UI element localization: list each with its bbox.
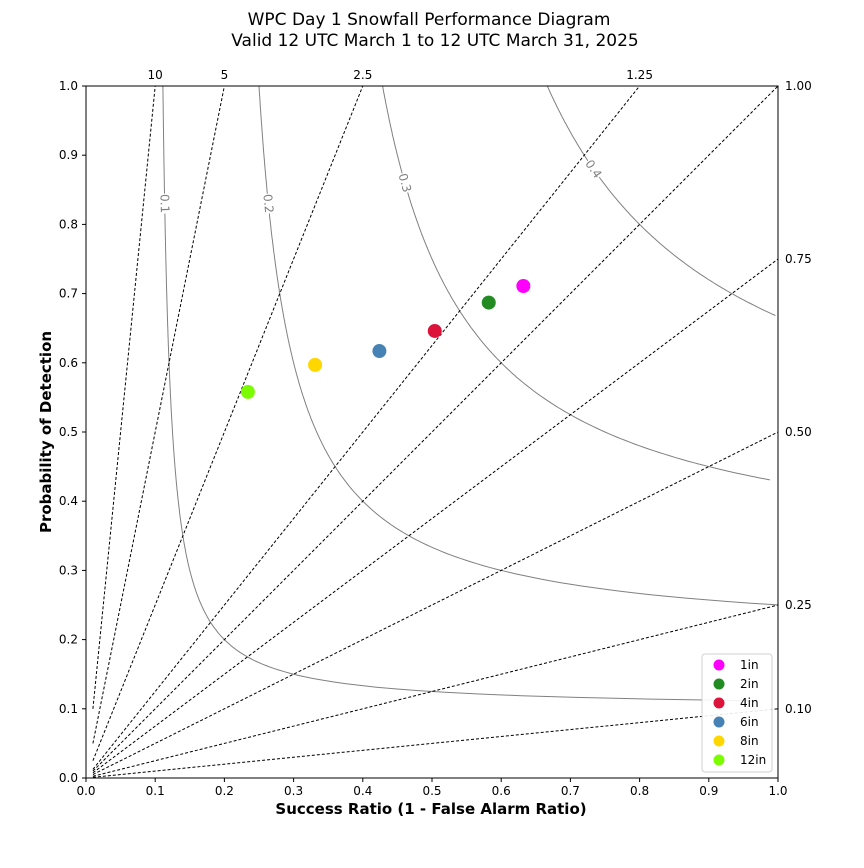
bias-line-0.25: [92, 604, 779, 777]
legend: 1in 2in 4in 6in 8in 12in: [701, 653, 773, 773]
legend-label-2in: 2in: [740, 677, 759, 691]
y-tick-label: 0.6: [59, 356, 78, 370]
x-tick-label: 0.8: [630, 784, 649, 798]
x-tick-label: 1.0: [768, 784, 787, 798]
y-tick-label: 0.9: [59, 148, 78, 162]
bias-line-1.00: [92, 85, 779, 772]
data-point-4in: [427, 323, 442, 338]
chart-title: WPC Day 1 Snowfall Performance Diagram V…: [231, 10, 639, 51]
y-tick-label: 0.7: [59, 287, 78, 301]
legend-label-4in: 4in: [740, 696, 759, 710]
csi-label-bg: [581, 156, 606, 182]
chart-title-line-2: Valid 12 UTC March 1 to 12 UTC March 31,…: [231, 31, 639, 51]
bias-line-0.50: [92, 431, 779, 775]
bias-line-2.5: [92, 85, 364, 761]
legend-label-6in: 6in: [740, 715, 759, 729]
y-tick-label: 0.8: [59, 217, 78, 231]
legend-marker-12in: [713, 754, 725, 766]
bias-label-2.5: 2.5: [353, 68, 372, 82]
legend-marker-1in: [713, 659, 725, 671]
csi-contour-0.2: [258, 85, 778, 606]
y-tick-label: 0.5: [59, 425, 78, 439]
csi-label-0.1: 0.1: [158, 194, 172, 213]
bias-line-1.25: [92, 85, 640, 770]
x-tick-label: 0.1: [146, 784, 165, 798]
chart-title-line-1: WPC Day 1 Snowfall Performance Diagram: [248, 10, 611, 30]
csi-contour-0.3: [382, 85, 770, 481]
bias-line-5: [92, 85, 225, 744]
data-point-2in: [481, 295, 496, 310]
data-point-12in: [240, 384, 255, 399]
csi-contour-0.1: [162, 86, 759, 702]
legend-marker-6in: [713, 716, 725, 728]
legend-marker-8in: [713, 735, 725, 747]
x-axis-label: Success Ratio (1 - False Alarm Ratio): [275, 800, 586, 818]
x-tick-label: 0.7: [561, 784, 580, 798]
csi-label-0.3: 0.3: [395, 172, 414, 194]
bias-label-0.50: 0.50: [785, 425, 812, 439]
csi-label-bg: [156, 193, 173, 214]
csi-contour-0.4: [546, 85, 776, 316]
csi-label-0.2: 0.2: [260, 193, 276, 213]
y-tick-label: 0.1: [59, 702, 78, 716]
legend-label-1in: 1in: [740, 658, 759, 672]
y-tick-label: 1.0: [59, 79, 78, 93]
x-tick-label: 0.3: [284, 784, 303, 798]
x-axis-ticks: 0.0 0.1 0.2 0.3 0.4 0.5 0.6 0.7 0.8 0.9 1.0: [76, 778, 788, 798]
bias-label-10: 10: [148, 68, 163, 82]
bias-line-0.10: [92, 708, 779, 778]
bias-label-0.25: 0.25: [785, 598, 812, 612]
x-tick-label: 0.4: [353, 784, 372, 798]
bias-lines: 10 5 2.5 1.25 1.00 0.75 0.50 0.25 0.10: [92, 68, 812, 778]
bias-label-5: 5: [221, 68, 229, 82]
x-tick-label: 0.9: [699, 784, 718, 798]
x-tick-label: 0.0: [76, 784, 95, 798]
x-tick-label: 0.6: [492, 784, 511, 798]
y-tick-label: 0.3: [59, 563, 78, 577]
data-point-8in: [308, 357, 323, 372]
data-point-6in: [372, 344, 387, 359]
bias-label-0.75: 0.75: [785, 252, 812, 266]
legend-label-12in: 12in: [740, 753, 766, 767]
csi-contours: 0.1 0.2 0.3 0.4: [156, 85, 778, 702]
y-tick-label: 0.0: [59, 771, 78, 785]
bias-label-1.25: 1.25: [626, 68, 653, 82]
y-tick-label: 0.2: [59, 633, 78, 647]
bias-label-1.00: 1.00: [785, 79, 812, 93]
x-tick-label: 0.2: [215, 784, 234, 798]
y-tick-label: 0.4: [59, 494, 78, 508]
data-point-1in: [516, 278, 531, 293]
csi-label-0.4: 0.4: [582, 157, 604, 181]
csi-label-bg: [394, 171, 416, 195]
bias-line-10: [92, 85, 156, 709]
legend-marker-4in: [713, 697, 725, 709]
y-axis-ticks: 0.0 0.1 0.2 0.3 0.4 0.5 0.6 0.7 0.8 0.9 1.0: [59, 79, 86, 785]
legend-marker-2in: [713, 678, 725, 690]
csi-label-bg: [259, 192, 278, 215]
bias-label-0.10: 0.10: [785, 702, 812, 716]
x-tick-label: 0.5: [422, 784, 441, 798]
bias-line-0.75: [92, 258, 779, 774]
legend-label-8in: 8in: [740, 734, 759, 748]
data-points: [240, 278, 531, 399]
y-axis-label: Probability of Detection: [37, 331, 55, 533]
